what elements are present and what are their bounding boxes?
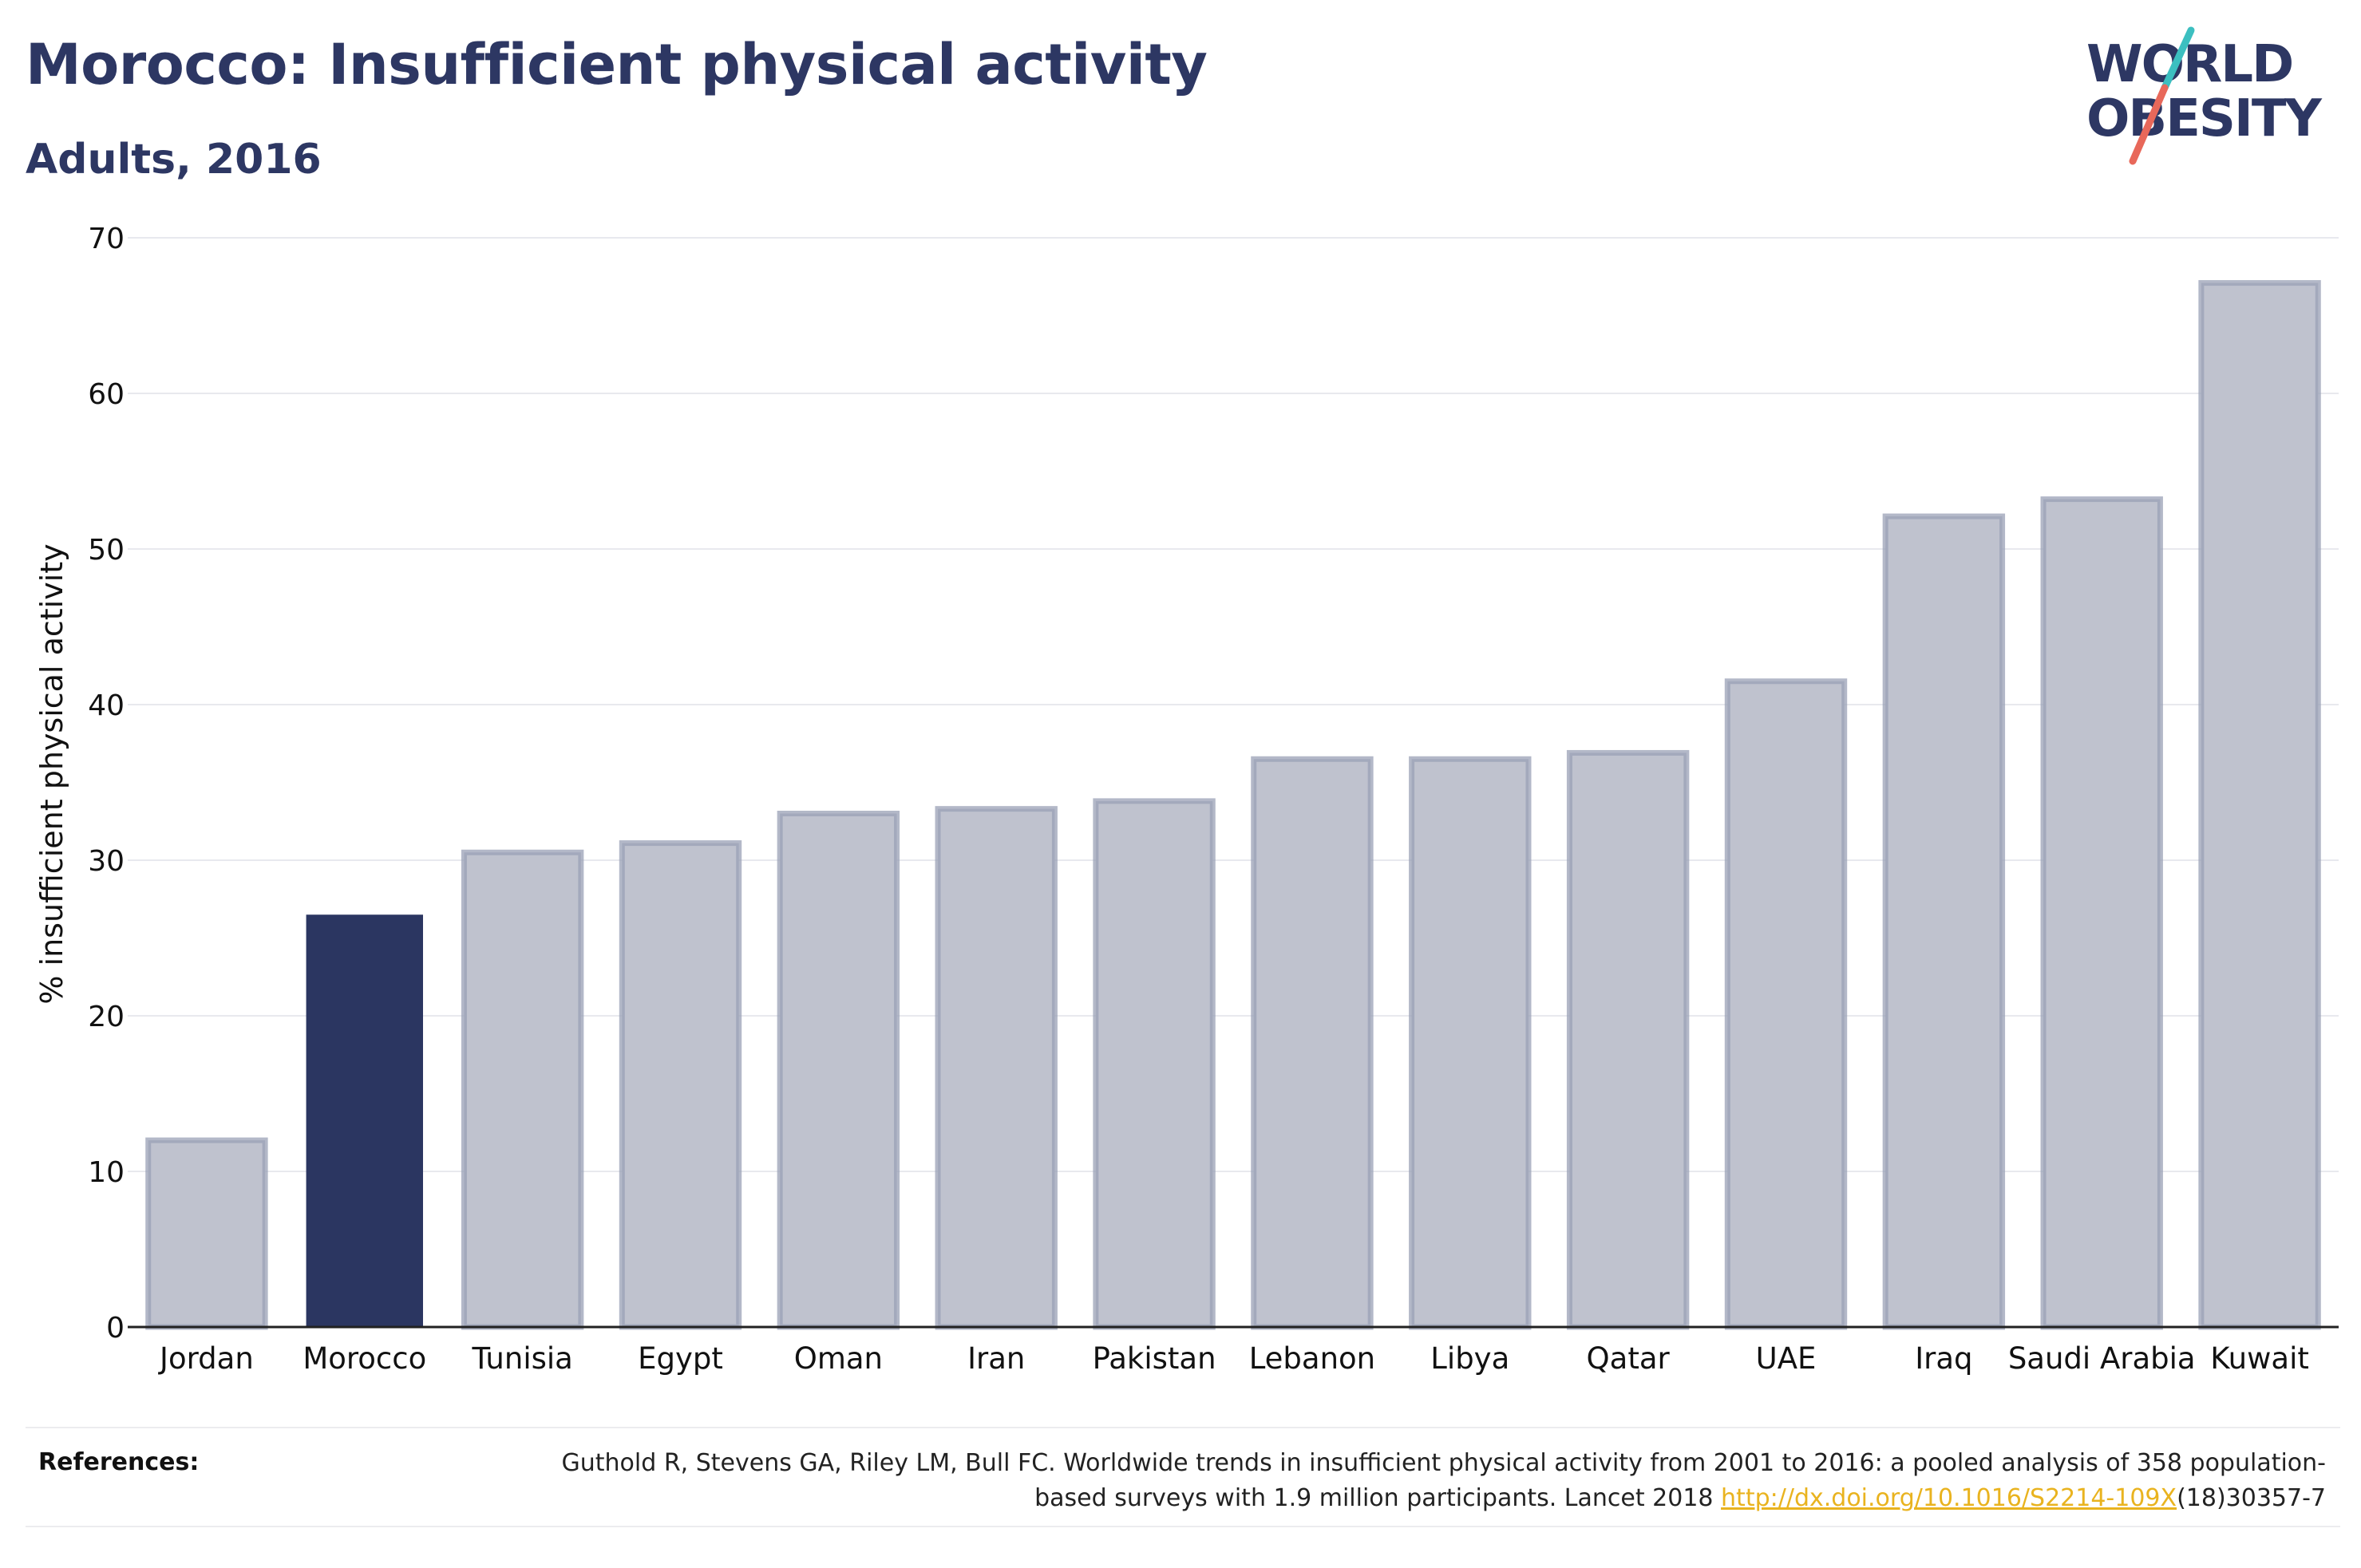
logo-slash-teal <box>2161 26 2195 92</box>
bar-egypt[interactable] <box>619 840 742 1330</box>
references-citation: Guthold R, Stevens GA, Riley LM, Bull FC… <box>561 1449 2326 1512</box>
x-tick-label: Jordan <box>158 1341 254 1376</box>
bar-lebanon[interactable] <box>1251 756 1374 1330</box>
chart-title: Morocco: Insufficient physical activity <box>26 32 1208 97</box>
bar-jordan[interactable] <box>145 1137 268 1330</box>
bar-libya[interactable] <box>1409 756 1532 1330</box>
x-tick-label: Kuwait <box>2210 1341 2309 1376</box>
bar-iraq[interactable] <box>1882 513 2006 1330</box>
references-top-rule <box>26 1427 2340 1428</box>
bar-qatar[interactable] <box>1566 749 1690 1330</box>
x-tick-label: Iran <box>967 1341 1025 1376</box>
y-tick-label: 50 <box>88 534 125 567</box>
y-tick-label: 0 <box>106 1312 125 1345</box>
x-tick-label: Iraq <box>1915 1341 1972 1376</box>
x-tick-label: Pakistan <box>1093 1341 1216 1376</box>
y-tick-label: 70 <box>88 223 125 255</box>
axes: 0 10 20 30 40 50 60 70 Jordan Morocco Tunisia Egypt… <box>88 223 2339 1376</box>
y-tick-label: 20 <box>88 1001 125 1033</box>
world-obesity-logo: WORLD OBESITY <box>2086 26 2323 165</box>
y-tick-label: 60 <box>88 378 125 411</box>
x-tick-label: Saudi Arabia <box>2008 1341 2196 1376</box>
x-tick-label: UAE <box>1756 1341 1817 1376</box>
y-tick-label: 40 <box>88 689 125 722</box>
chart-subtitle: Adults, 2016 <box>26 136 322 184</box>
x-tick-label: Tunisia <box>471 1341 572 1376</box>
x-tick-label: Morocco <box>303 1341 426 1376</box>
x-tick-label: Qatar <box>1587 1341 1671 1376</box>
references-bottom-rule <box>26 1526 2340 1527</box>
y-tick-label: 10 <box>88 1156 125 1189</box>
bar-tunisia[interactable] <box>461 849 584 1330</box>
x-tick-label: Egypt <box>638 1341 723 1376</box>
y-tick-label: 30 <box>88 845 125 878</box>
bar-kuwait[interactable] <box>2198 280 2321 1330</box>
references-doi-link[interactable]: http://dx.doi.org/10.1016/S2214-109X <box>1721 1484 2177 1512</box>
logo-line-obesity: OBESITY <box>2086 89 2322 148</box>
bar-pakistan[interactable] <box>1093 798 1216 1330</box>
x-tick-label: Oman <box>794 1341 883 1376</box>
references-citation-tail: (18)30357-7 <box>2177 1484 2326 1512</box>
references-label: References: <box>38 1448 200 1476</box>
logo-line-world: WORLD <box>2086 35 2292 94</box>
bar-saudi-arabia[interactable] <box>2040 496 2163 1330</box>
bars <box>145 280 2321 1330</box>
bar-uae[interactable] <box>1724 678 1848 1330</box>
logo-slash-coral <box>2129 84 2169 165</box>
bar-morocco[interactable] <box>306 914 423 1327</box>
references-text: Guthold R, Stevens GA, Riley LM, Bull FC… <box>490 1446 2326 1516</box>
bar-oman[interactable] <box>777 811 900 1330</box>
bar-iran[interactable] <box>935 806 1058 1330</box>
y-axis-label: % insufficient physical activity <box>34 543 69 1004</box>
x-tick-label: Lebanon <box>1249 1341 1375 1376</box>
bar-chart: 0 10 20 30 40 50 60 70 Jordan Morocco Tunisia Egypt… <box>34 223 2339 1376</box>
gridlines <box>128 237 2339 1172</box>
x-tick-label: Libya <box>1430 1341 1509 1376</box>
